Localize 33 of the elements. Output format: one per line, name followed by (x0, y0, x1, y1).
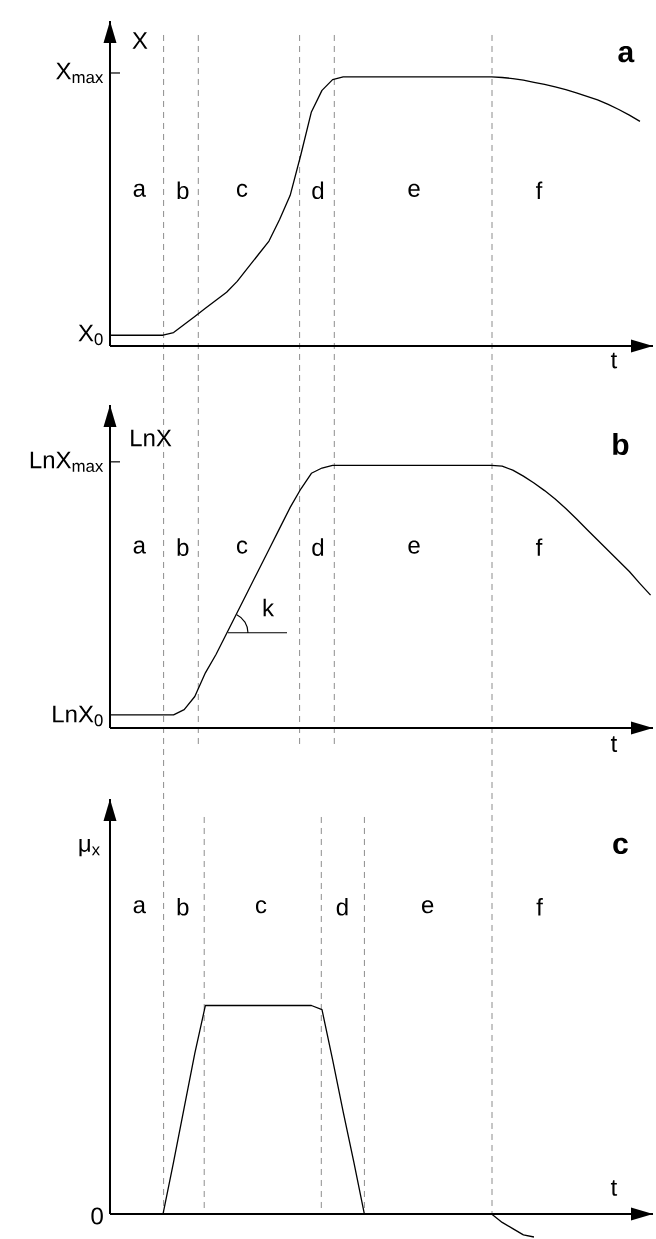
x-axis-title: t (610, 352, 618, 369)
annotation: d (312, 538, 324, 556)
annotation: d (312, 181, 324, 200)
annotation: f (535, 538, 543, 556)
text: c (255, 900, 267, 914)
annotation: e (408, 183, 420, 197)
text: LnX$_{max}$ (30, 451, 104, 473)
annotation: c (236, 540, 248, 554)
y-axis-title: LnX (131, 429, 172, 447)
x-axis-title: t (610, 1180, 618, 1196)
annotation: a (133, 183, 146, 197)
y-axis-title: X (132, 32, 148, 49)
text: 0 (91, 1207, 103, 1225)
text: LnX$_{0}$ (53, 705, 103, 727)
text: e (422, 900, 434, 914)
x-axis-title: t (610, 736, 618, 752)
annotation: a (133, 540, 146, 554)
annotation: k (263, 598, 275, 617)
annotation: f (535, 181, 543, 199)
text: X$_{max}$ (56, 62, 104, 84)
chart-title: b (613, 433, 629, 456)
chart-title: c (613, 837, 628, 855)
text: a (133, 900, 146, 914)
annotation: e (408, 540, 420, 554)
chart-title: a (618, 45, 635, 63)
annotation: c (236, 183, 248, 197)
text: b (177, 897, 189, 916)
annotation: b (177, 181, 189, 200)
text: d (336, 897, 348, 916)
text: X$_{0}$ (78, 324, 103, 346)
annotation: b (177, 538, 189, 556)
y-axis-title: μ$_{x}$ (79, 838, 100, 857)
text: f (536, 898, 543, 916)
